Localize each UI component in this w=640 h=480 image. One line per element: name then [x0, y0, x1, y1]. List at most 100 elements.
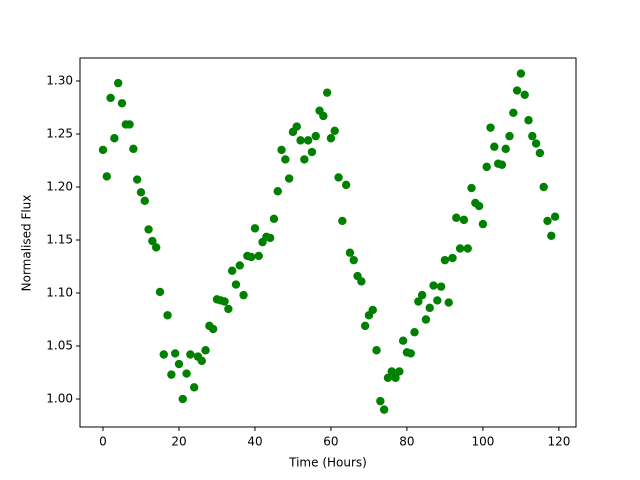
data-point — [486, 123, 495, 132]
data-point — [159, 350, 168, 359]
data-point — [163, 311, 172, 320]
x-axis-label: Time (Hours) — [288, 456, 367, 470]
data-point — [512, 86, 522, 95]
data-point — [349, 255, 358, 265]
data-point — [360, 321, 370, 331]
data-point — [117, 99, 127, 108]
data-point — [467, 183, 476, 193]
data-point — [368, 305, 377, 315]
data-point — [410, 328, 419, 337]
data-point — [425, 303, 434, 313]
data-point — [463, 244, 472, 253]
data-point — [239, 290, 248, 300]
data-point — [113, 78, 123, 88]
x-tick-label: 60 — [323, 435, 338, 449]
data-point — [429, 281, 438, 290]
data-point — [357, 277, 366, 286]
data-point — [136, 188, 146, 197]
x-tick-label: 40 — [247, 435, 262, 449]
data-point — [227, 266, 237, 275]
data-point — [155, 287, 165, 297]
data-point — [379, 405, 389, 414]
data-point — [319, 111, 328, 121]
y-tick-label: 1.25 — [46, 127, 73, 141]
data-point — [452, 213, 461, 222]
x-tick-label: 100 — [471, 435, 494, 449]
x-tick-label: 0 — [99, 435, 107, 449]
data-point — [535, 148, 545, 158]
data-point — [102, 172, 111, 181]
data-point — [273, 187, 282, 196]
data-point — [474, 201, 484, 211]
data-point — [341, 180, 351, 190]
data-point — [345, 248, 355, 257]
data-point — [497, 160, 507, 169]
plot-frame — [79, 57, 577, 428]
data-point — [326, 134, 336, 143]
y-tick-label: 1.10 — [46, 286, 73, 300]
data-point — [547, 231, 556, 240]
data-point — [509, 108, 518, 118]
data-point — [421, 315, 431, 324]
data-point — [482, 162, 491, 172]
data-point — [189, 383, 199, 392]
data-point — [231, 280, 241, 289]
data-point — [501, 144, 510, 154]
data-point — [254, 251, 263, 261]
data-point — [490, 142, 499, 151]
y-tick-label: 1.30 — [46, 74, 73, 88]
data-point — [250, 224, 260, 233]
data-point — [528, 131, 537, 141]
data-point — [322, 88, 332, 97]
data-point — [516, 69, 526, 78]
data-point — [281, 155, 290, 164]
data-point — [151, 243, 161, 252]
data-point — [170, 349, 180, 358]
data-point — [520, 90, 529, 99]
data-point — [186, 350, 195, 359]
data-point — [383, 373, 393, 383]
data-point — [395, 367, 404, 376]
y-tick-label: 1.15 — [46, 233, 73, 247]
data-point — [550, 212, 560, 221]
data-point — [444, 298, 453, 307]
data-point — [178, 394, 187, 404]
data-point — [391, 373, 400, 383]
data-point — [414, 297, 423, 306]
x-tick-label: 120 — [547, 435, 570, 449]
x-tick-label: 80 — [399, 435, 414, 449]
data-point — [235, 261, 244, 270]
data-point — [417, 290, 427, 300]
data-point — [436, 282, 446, 291]
data-point — [300, 155, 309, 164]
data-point — [398, 336, 408, 345]
y-tick-label: 1.20 — [46, 180, 73, 194]
data-point — [246, 252, 256, 262]
data-point — [265, 233, 275, 243]
data-point — [372, 346, 381, 355]
data-point — [448, 253, 457, 263]
y-tick-label: 1.00 — [46, 392, 73, 406]
data-point — [208, 324, 218, 334]
data-point — [543, 216, 552, 226]
data-point — [292, 122, 301, 131]
data-point — [406, 349, 415, 358]
data-point — [201, 346, 210, 355]
y-axis-label: Normalised Flux — [20, 195, 34, 292]
data-point — [197, 356, 206, 366]
data-point — [459, 215, 469, 225]
data-point — [148, 236, 157, 246]
data-point — [307, 147, 317, 157]
data-point — [125, 120, 134, 129]
data-point — [224, 304, 233, 314]
data-point — [277, 145, 286, 155]
data-point — [269, 214, 279, 224]
x-tick-label: 20 — [171, 435, 186, 449]
data-point — [440, 255, 450, 265]
data-point — [505, 131, 514, 141]
data-point — [311, 131, 320, 141]
data-point — [478, 219, 488, 229]
data-point — [110, 134, 119, 143]
data-point — [129, 144, 138, 154]
